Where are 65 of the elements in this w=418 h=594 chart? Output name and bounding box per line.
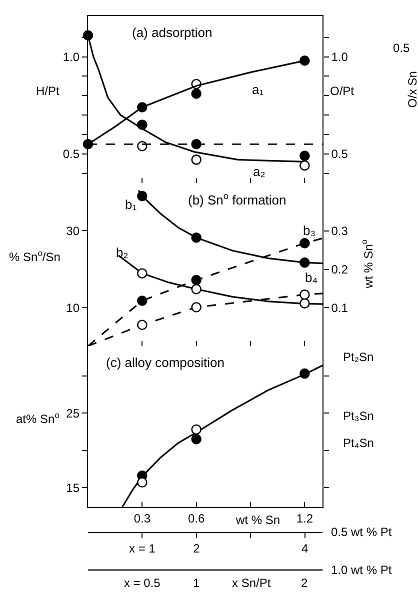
text: Pt₂Sn	[343, 350, 374, 364]
x-tick-label: 1.2	[296, 512, 314, 526]
y2-tick-label: 0.1	[331, 300, 348, 315]
y-tick-label: 1.0	[62, 50, 80, 64]
x-tick-label: 0.6	[188, 512, 205, 526]
point	[191, 88, 202, 99]
text: O/x Sn	[406, 71, 418, 108]
point	[300, 56, 310, 66]
text: 0.5	[393, 41, 410, 55]
y2-tick-label: 0.2	[331, 262, 348, 276]
x2-tick-label: x = 1	[129, 542, 156, 556]
point	[137, 320, 148, 330]
annotation: a₁	[252, 82, 264, 97]
y2-axis-title: O/Pt	[330, 84, 355, 98]
text: x = 0.5	[124, 576, 161, 590]
point	[191, 302, 202, 312]
point	[300, 150, 310, 161]
point	[137, 268, 148, 278]
point	[137, 190, 148, 202]
x2-tick-label: 2	[193, 542, 200, 556]
y-tick-label: 15	[66, 480, 80, 495]
text: (c) alloy composition	[106, 355, 224, 370]
x2-tick-label: 4	[301, 542, 308, 556]
annotation: a₂	[253, 164, 266, 179]
point	[191, 284, 202, 294]
point	[300, 160, 310, 171]
annotation: b₁	[125, 197, 138, 212]
y-tick-label: 30	[66, 224, 80, 238]
y2-tick-label: 1.0	[331, 50, 348, 64]
annotation: b₄	[305, 270, 318, 285]
point	[300, 368, 310, 379]
text: 2	[301, 576, 308, 590]
point	[300, 289, 310, 300]
point	[137, 102, 148, 112]
point	[191, 424, 202, 435]
y-axis-title: % Sn$^{o}$/Sn	[9, 248, 60, 264]
y-axis-title: at% Sn$^{o}$	[16, 410, 60, 426]
x2-axis-title: 0.5 wt % Pt	[331, 525, 392, 539]
text: 1.0 wt % Pt	[331, 563, 392, 577]
point	[137, 296, 148, 306]
point	[300, 298, 310, 308]
text: x Sn/Pt	[232, 576, 272, 590]
point	[137, 120, 148, 130]
point	[300, 257, 310, 268]
y2-tick-label: 0.3	[331, 224, 348, 238]
text: Pt₃Sn	[343, 409, 374, 423]
y-tick-label: 25	[66, 406, 80, 420]
x-axis-title: wt % Sn	[235, 513, 280, 527]
text: 1	[193, 576, 200, 590]
point	[191, 274, 202, 286]
annotation: b₃	[303, 223, 316, 238]
point	[137, 140, 148, 152]
text: (a) adsorption	[132, 25, 212, 40]
point	[191, 154, 202, 165]
text: (b) Sn$^{o}$ formation	[188, 191, 286, 208]
point	[137, 477, 148, 488]
point	[191, 232, 202, 243]
point	[191, 434, 202, 444]
y-axis-title: H/Pt	[36, 84, 60, 98]
y-tick-label: 0.5	[62, 147, 80, 162]
text: Pt₄Sn	[343, 436, 374, 450]
y2-tick-label: 0.5	[331, 147, 348, 162]
y-tick-label: 10	[66, 300, 80, 315]
x-tick-label: 0.3	[134, 512, 151, 526]
point	[300, 238, 310, 248]
